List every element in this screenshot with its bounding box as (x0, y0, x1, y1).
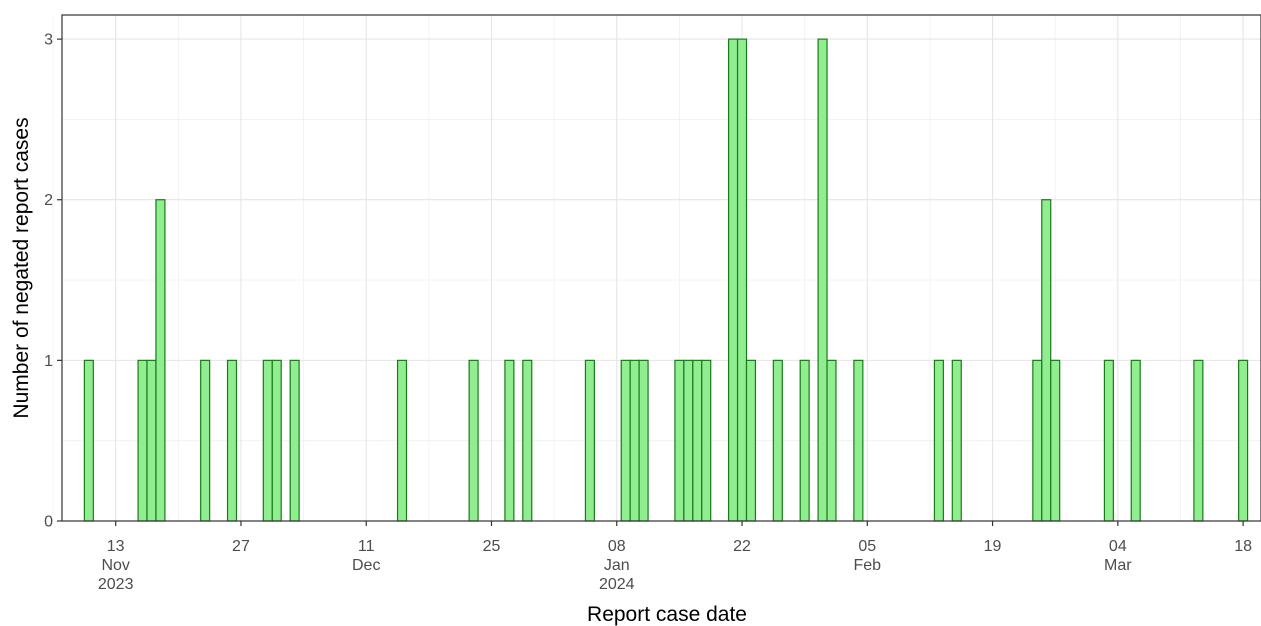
x-tick-label: 05 (858, 538, 876, 555)
bar-2023-12-03 (289, 359, 300, 522)
bars (83, 38, 1249, 522)
bar-2024-01-10 (629, 359, 640, 522)
bar-2024-02-24 (1032, 359, 1043, 522)
x-tick-label: Jan (604, 557, 630, 574)
bar-2023-12-15 (396, 359, 408, 522)
bar-2024-03-13 (1193, 359, 1204, 522)
bar-2023-11-16 (137, 359, 148, 522)
bar-2023-11-18 (155, 199, 166, 522)
x-tick-label: Nov (101, 557, 129, 574)
x-tick-label: 22 (733, 538, 751, 555)
bar-2024-01-15 (674, 359, 685, 522)
bar-2023-11-30 (262, 359, 273, 522)
x-tick-label: Mar (1104, 557, 1132, 574)
y-axis-title: Number of negated report cases (10, 117, 33, 418)
bar-2024-01-11 (638, 359, 649, 522)
y-tick-label: 1 (44, 353, 53, 370)
x-axis-title: Report case date (587, 603, 747, 626)
bar-2024-02-04 (853, 359, 864, 522)
bar-2024-01-09 (620, 359, 631, 522)
x-tick-label: 27 (232, 538, 250, 555)
bar-2024-02-15 (951, 359, 962, 522)
panel-border (61, 14, 1261, 522)
bar-2024-01-31 (817, 38, 828, 522)
minor-gridlines (52, 15, 1261, 521)
bar-2024-01-26 (772, 359, 783, 522)
bar-2024-01-22 (736, 38, 748, 522)
x-tick-label: 18 (1234, 538, 1252, 555)
x-tick-label: 2023 (98, 576, 134, 593)
bar-2024-01-05 (584, 359, 595, 522)
bar-2024-02-13 (933, 359, 944, 522)
bar-2023-11-17 (146, 359, 157, 522)
bar-2024-03-06 (1130, 359, 1141, 522)
x-tick-label: 08 (608, 538, 626, 555)
bar-2024-03-03 (1103, 359, 1114, 522)
x-tick-label: 13 (107, 538, 125, 555)
bar-2024-01-16 (683, 359, 694, 522)
bar-2023-12-01 (271, 359, 282, 522)
major-gridlines (62, 15, 1261, 522)
bar-2023-12-27 (504, 359, 515, 522)
bar-2023-11-26 (226, 359, 238, 522)
bar-2024-01-18 (701, 359, 712, 522)
bar-2024-01-17 (692, 359, 703, 522)
y-axis: 0 1 2 3 (44, 32, 62, 531)
bar-2023-11-10 (83, 359, 94, 522)
y-tick-label: 0 (44, 514, 53, 531)
bar-2023-12-29 (522, 359, 533, 522)
x-tick-label: 11 (358, 538, 375, 555)
y-tick-label: 3 (44, 32, 53, 49)
bar-2023-12-23 (468, 359, 479, 522)
plot-panel (52, 14, 1261, 522)
x-tick-label: 25 (483, 538, 501, 555)
bar-2023-11-23 (200, 359, 211, 522)
bar-2024-02-25 (1041, 199, 1052, 522)
x-tick-label: Dec (352, 557, 380, 574)
bar-2024-01-21 (728, 38, 739, 522)
x-axis: 13 Nov 2023 27 11 Dec 25 08 Jan 2024 22 05 Feb 19 04 Ma… (98, 521, 1252, 593)
bar-2024-02-26 (1050, 359, 1061, 522)
bar-2024-03-18 (1238, 359, 1249, 522)
x-tick-label: 2024 (599, 576, 635, 593)
y-tick-label: 2 (44, 192, 53, 209)
x-tick-label: 04 (1109, 538, 1127, 555)
x-tick-label: Feb (854, 557, 882, 574)
bar-2024-01-29 (799, 359, 810, 522)
x-tick-label: 19 (984, 538, 1002, 555)
bar-2024-02-01 (826, 359, 837, 522)
bar-2024-01-23 (745, 359, 757, 522)
